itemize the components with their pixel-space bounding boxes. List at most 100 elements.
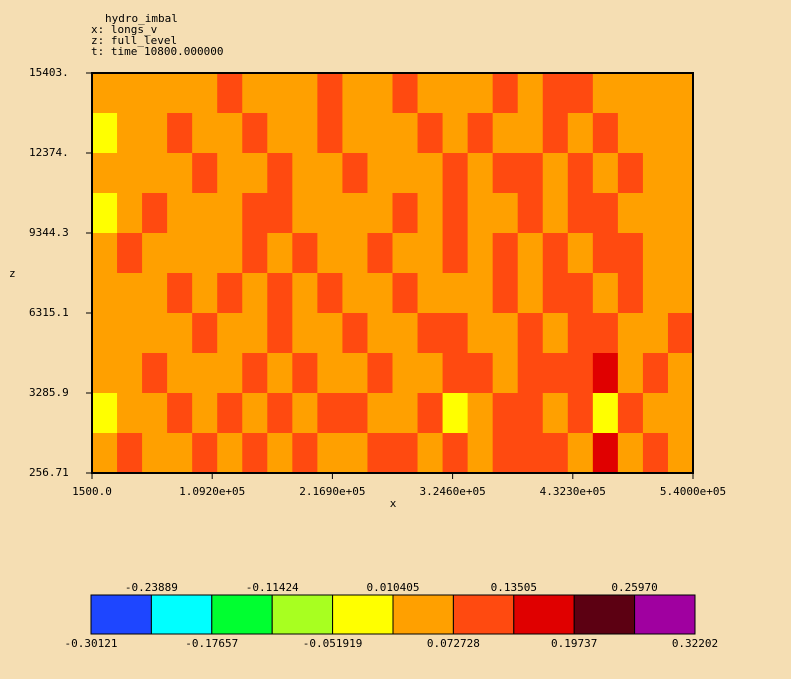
y-tick-label: 6315.1 [29, 306, 69, 319]
heatmap-cell [167, 113, 193, 154]
heatmap-cell [167, 273, 193, 314]
heatmap-cell [92, 153, 118, 194]
heatmap-cell [217, 193, 243, 234]
heatmap-cell [492, 73, 519, 114]
heatmap-cell [617, 113, 644, 154]
heatmap-cell [292, 273, 318, 314]
y-tick-label: 9344.3 [29, 226, 69, 239]
heatmap-cell [117, 73, 143, 114]
heatmap-cell [617, 353, 644, 394]
heatmap-cell [242, 273, 268, 314]
heatmap-cell [667, 433, 694, 474]
heatmap-cell [317, 313, 343, 354]
heatmap-cell [292, 393, 318, 434]
heatmap-cell [192, 193, 218, 234]
heatmap-cell [667, 353, 694, 394]
heatmap-cell [642, 233, 669, 274]
heatmap-cell [442, 313, 469, 354]
heatmap-cell [167, 153, 193, 194]
heatmap-cell [292, 153, 318, 194]
x-tick-label: 1500.0 [72, 485, 112, 498]
y-tick-label: 3285.9 [29, 386, 69, 399]
heatmap-cell [442, 353, 469, 394]
heatmap-cell [92, 113, 118, 154]
heatmap-cell [417, 393, 444, 434]
heatmap-cell [267, 193, 293, 234]
heatmap-cell [342, 273, 368, 314]
heatmap-cell [392, 433, 419, 474]
heatmap-cell [167, 193, 193, 234]
heatmap-cell [467, 393, 494, 434]
heatmap-cell [167, 393, 193, 434]
heatmap-cell [617, 193, 644, 234]
heatmap-cell [242, 313, 268, 354]
heatmap-cell [292, 193, 318, 234]
heatmap-cell [342, 233, 368, 274]
heatmap-cell [342, 393, 368, 434]
heatmap-cell [117, 353, 143, 394]
heatmap-cell [117, 393, 143, 434]
colorbar-label: 0.32202 [672, 637, 718, 650]
heatmap-cell [242, 153, 268, 194]
x-tick-label: 2.1690e+05 [299, 485, 365, 498]
heatmap-cell [492, 393, 519, 434]
heatmap-cell [542, 153, 569, 194]
heatmap-cell [342, 113, 368, 154]
heatmap-cell [667, 113, 694, 154]
heatmap-cell [592, 193, 619, 234]
colorbar-label: -0.051919 [303, 637, 363, 650]
heatmap-cell [542, 353, 569, 394]
heatmap-cell [417, 153, 444, 194]
heatmap-cell [317, 273, 343, 314]
heatmap-cell [142, 393, 168, 434]
heatmap-cell [517, 153, 544, 194]
heatmap-cell [267, 313, 293, 354]
heatmap-cell [267, 73, 293, 114]
heatmap-cell [617, 73, 644, 114]
heatmap-cell [217, 273, 243, 314]
heatmap-cell [117, 313, 143, 354]
heatmap-cell [567, 113, 594, 154]
heatmap-cell [542, 193, 569, 234]
heatmap-cell [342, 433, 368, 474]
heatmap-cell [642, 353, 669, 394]
heatmap-cell [392, 233, 419, 274]
heatmap-cell [542, 273, 569, 314]
colorbar-cell [573, 594, 636, 635]
heatmap-cell [517, 73, 544, 114]
heatmap-cell [142, 433, 168, 474]
heatmap-cell [467, 73, 494, 114]
heatmap-cell [267, 393, 293, 434]
heatmap-cell [117, 113, 143, 154]
header-line: hydro_imbal [105, 12, 178, 25]
colorbar-label: 0.25970 [611, 581, 657, 594]
heatmap-cell [317, 73, 343, 114]
heatmap-cell [142, 233, 168, 274]
heatmap-cell [542, 393, 569, 434]
heatmap-cell [567, 193, 594, 234]
heatmap-cell [517, 193, 544, 234]
heatmap-cell [142, 153, 168, 194]
heatmap-cell [442, 193, 469, 234]
y-axis-label: z [9, 267, 16, 280]
heatmap-cell [567, 233, 594, 274]
heatmap-cell [417, 233, 444, 274]
heatmap-cell [642, 113, 669, 154]
heatmap-cell [192, 273, 218, 314]
heatmap-cell [592, 433, 619, 474]
heatmap-cell [217, 233, 243, 274]
heatmap-cell [417, 193, 444, 234]
heatmap-cell [392, 193, 419, 234]
heatmap-cell [567, 353, 594, 394]
heatmap-cell [517, 233, 544, 274]
heatmap-cell [192, 233, 218, 274]
x-tick-label: 1.0920e+05 [179, 485, 245, 498]
heatmap-cell [267, 273, 293, 314]
heatmap-cell [517, 113, 544, 154]
heatmap-cell [317, 393, 343, 434]
heatmap-cell [517, 313, 544, 354]
x-axis-label: x [390, 497, 397, 510]
heatmap-cell [267, 153, 293, 194]
colorbar-cell [332, 594, 394, 635]
heatmap-cell [92, 393, 118, 434]
